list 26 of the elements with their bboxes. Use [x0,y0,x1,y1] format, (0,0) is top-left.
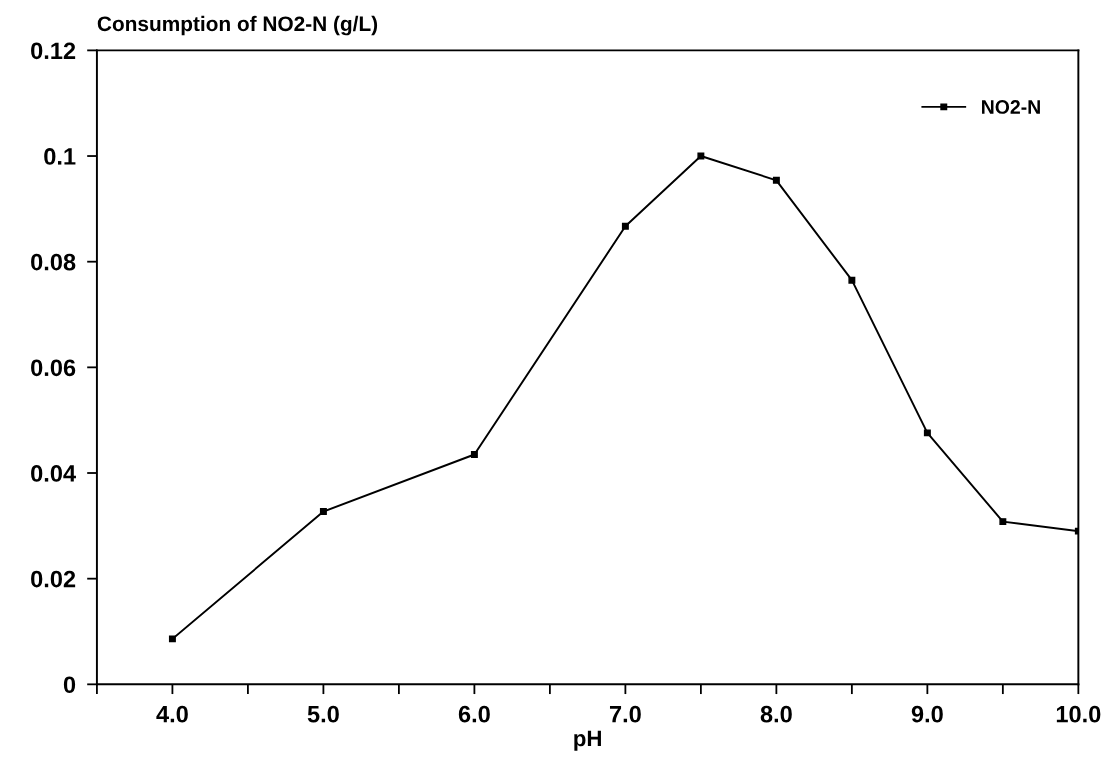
point [848,276,856,284]
chart-title: Consumption of NO2-N (g/L) [97,15,378,36]
point [319,508,327,516]
legend-label: NO2-N [982,100,1040,114]
x-tick-label: 9.0 [911,705,943,723]
y-tick-label: 0.06 [31,359,76,377]
y-tick-label: 0.12 [31,42,76,60]
x-tick-label: 8.0 [760,705,792,723]
y-tick-label: 0.04 [31,465,76,482]
point [923,429,931,437]
x-tick-label: 6.0 [458,705,490,723]
point [621,222,629,230]
y-tick-label: 0.1 [44,148,76,165]
x-tick-label: 4.0 [156,705,188,723]
point [999,518,1007,526]
y-tick-label: 0.02 [31,570,76,588]
y-tick-label: 0 [63,676,76,694]
point [168,635,176,643]
point [697,152,705,160]
point [772,176,780,184]
x-tick-label: 10.0 [1056,705,1101,723]
x-tick-label: 5.0 [307,705,339,723]
x-axis-title: pH [574,730,601,751]
y-tick-label: 0.08 [31,253,76,271]
point [470,451,478,458]
x-tick-label: 7.0 [609,705,641,723]
